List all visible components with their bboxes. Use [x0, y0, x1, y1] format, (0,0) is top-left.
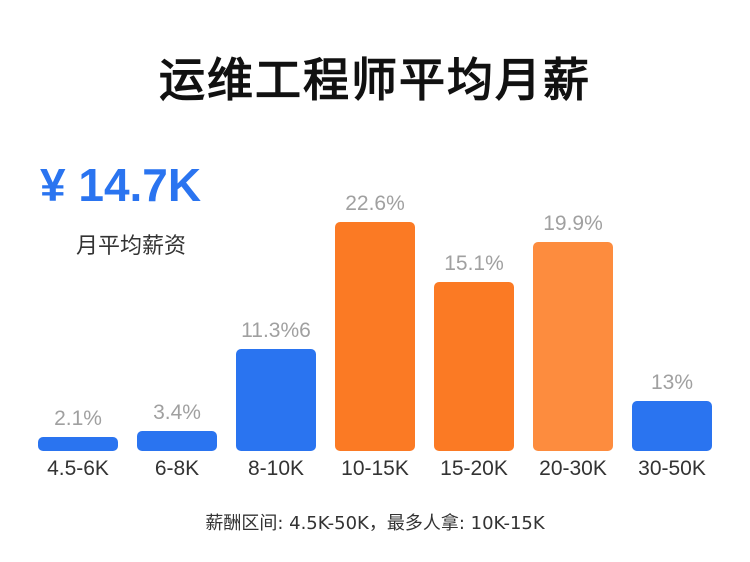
bar-chart: 2.1% 4.5-6K 3.4% 6-8K 11.3%6 8-10K 22.6% 10-15K… [38, 192, 712, 480]
bar-value-label: 11.3%6 [241, 319, 311, 342]
bar-4.5-6K [38, 437, 118, 451]
salary-range-note: 薪酬区间: 4.5K-50K，最多人拿: 10K-15K [205, 513, 545, 534]
bar-30-50K [632, 401, 712, 451]
category-label: 20-30K [539, 457, 607, 480]
average-salary-label: 月平均薪资 [76, 234, 187, 259]
bar-value-label: 15.1% [444, 252, 504, 275]
bar-value-label: 2.1% [54, 407, 102, 430]
chart-title: 运维工程师平均月薪 [159, 53, 591, 107]
category-label: 10-15K [341, 457, 409, 480]
category-label: 8-10K [247, 457, 305, 480]
bar-value-label: 19.9% [543, 212, 603, 235]
bar-10-15K [335, 222, 415, 451]
average-salary-value: ¥ 14.7K [40, 159, 202, 211]
category-label: 15-20K [440, 457, 508, 480]
bar-value-label: 3.4% [153, 401, 201, 424]
bar-8-10K [236, 349, 316, 451]
category-label: 6-8K [154, 457, 200, 480]
bar-value-label: 22.6% [345, 192, 405, 215]
bar-value-label: 13% [650, 371, 694, 394]
bar-15-20K [434, 282, 514, 451]
bar-20-30K [533, 242, 613, 451]
category-label: 30-50K [638, 457, 706, 480]
category-label: 4.5-6K [47, 457, 109, 480]
bar-6-8K [137, 431, 217, 451]
